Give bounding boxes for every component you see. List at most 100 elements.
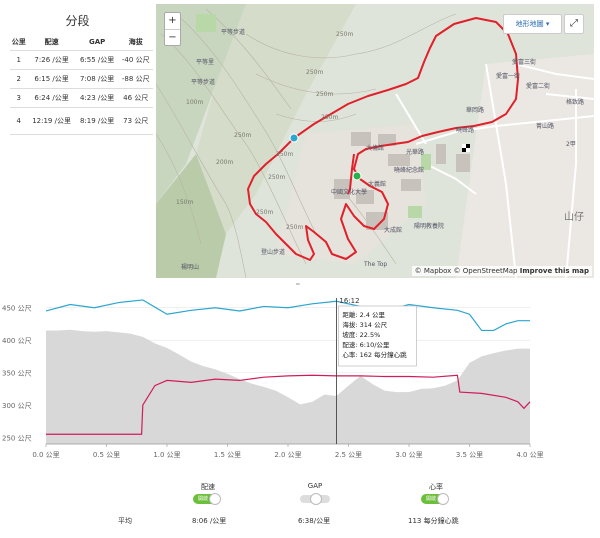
toggle-pace-label: 配速 (201, 483, 215, 491)
map-label: 曉峰紀念館 (394, 166, 424, 174)
map-label: 菁山路 (536, 122, 554, 130)
y-tick-label: 300 公尺 (2, 402, 32, 410)
split-km: 1 (10, 50, 28, 70)
heartrate-switch[interactable]: 開啟 (421, 493, 451, 505)
y-tick-label: 250 公尺 (2, 435, 32, 443)
x-tick-label: 1.0 公里 (153, 451, 180, 459)
split-gap: 4:23 /公里 (75, 88, 119, 108)
zoom-control: + − (164, 12, 181, 46)
fullscreen-icon[interactable]: ⤢ (564, 14, 584, 34)
map-label: 楊明山 (181, 263, 199, 271)
map-label: 光華路 (406, 148, 424, 156)
average-gap: 6:38/公里 (298, 517, 331, 525)
map-label: 大義館 (368, 180, 386, 188)
table-row: 2 6:15 /公里 7:08 /公里 -88 公尺 (10, 69, 153, 89)
split-elev: 73 公尺 (118, 107, 153, 135)
split-pace: 6:15 /公里 (27, 69, 76, 89)
pace-line (45, 299, 530, 332)
tooltip-grade: 坡度: 22.5% (342, 330, 380, 339)
map-canvas[interactable]: 250m 250m 250m 250m 250m 250m 250m 250m … (156, 4, 594, 278)
split-pace: 7:26 /公里 (27, 50, 76, 70)
col-header-km: 公里 (10, 34, 28, 51)
map-layer-dropdown[interactable]: 地形地圖 ▾ (503, 14, 562, 34)
average-pace: 8:06 /公里 (192, 517, 227, 525)
map-label: 250m (286, 224, 303, 231)
tooltip-elevation: 海拔: 314 公尺 (342, 320, 387, 329)
map-label: 愛富一街 (496, 72, 520, 80)
map-label: 2甲 (566, 141, 576, 148)
route-line (247, 17, 519, 261)
map-label: 150m (176, 199, 193, 206)
map-label: 250m (268, 174, 285, 181)
splits-table: 公里 配速 GAP 海拔 1 7:26 /公里 6:55 /公里 -40 公尺 … (10, 34, 153, 135)
col-header-elev: 海拔 (118, 34, 153, 51)
map-label: 大倫館 (366, 144, 384, 152)
zoom-in-button[interactable]: + (168, 15, 177, 26)
map-label: 平等里 (196, 58, 214, 66)
map-label: 陽明教養院 (414, 222, 444, 230)
split-km: 2 (10, 69, 28, 89)
y-tick-label: 350 公尺 (2, 370, 32, 378)
zoom-out-button[interactable]: − (165, 29, 180, 46)
split-pace: 12:19 /公里 (27, 107, 76, 135)
split-pace: 6:24 /公里 (27, 88, 76, 108)
toggle-gap: GAP (275, 482, 355, 506)
x-axis-ticks: 0.0 公里 0.5 公里 1.0 公里 1.5 公里 2.0 公里 2.5 公里 3.0 … (32, 443, 544, 459)
map-label: 250m (321, 114, 338, 121)
map-label: 平等步道 (221, 28, 245, 36)
route-map[interactable]: 250m 250m 250m 250m 250m 250m 250m 250m … (156, 4, 594, 278)
splits-panel: 分段 公里 配速 GAP 海拔 1 7:26 /公里 6:55 /公里 -40 … (0, 0, 155, 278)
map-label: 200m (216, 159, 233, 166)
y-tick-label: 400 公尺 (2, 337, 32, 345)
split-gap: 8:19 /公里 (75, 107, 119, 135)
split-km: 3 (10, 88, 28, 108)
y-axis-ticks: 450 公尺 400 公尺 350 公尺 300 公尺 250 公尺 (2, 305, 32, 443)
attribution-text: © Mapbox © OpenStreetMap (414, 267, 518, 275)
splits-header-row: 公里 配速 GAP 海拔 (10, 34, 153, 51)
toggle-heartrate-label: 心率 (429, 483, 443, 491)
map-label: 中國文化大學 (331, 188, 367, 196)
x-tick-label: 0.5 公里 (93, 451, 120, 459)
tooltip-distance: 距離: 2.4 公里 (342, 310, 385, 319)
table-row: 4 12:19 /公里 8:19 /公里 73 公尺 (10, 107, 153, 135)
map-label: 250m (336, 31, 353, 38)
elevation-area (46, 329, 530, 444)
improve-map-link[interactable]: Improve this map (519, 267, 589, 275)
toggle-pace: 配速 開啟 (168, 482, 248, 506)
average-label: 平均 (118, 517, 132, 525)
map-label: 大成館 (384, 226, 402, 234)
pace-switch[interactable]: 開啟 (193, 493, 223, 505)
map-label: 250m (306, 69, 323, 76)
x-tick-label: 2.5 公里 (335, 451, 362, 459)
toggle-gap-label: GAP (307, 482, 323, 490)
elevation-chart[interactable]: 450 公尺 400 公尺 350 公尺 300 公尺 250 公尺 0.0 公里 0.5… (0, 292, 560, 464)
y-tick-label: 450 公尺 (2, 305, 32, 313)
toggle-heartrate: 心率 開啟 (396, 482, 476, 506)
heart-rate-line (46, 374, 531, 435)
map-label: 曉峰路 (456, 126, 474, 134)
table-row: 1 7:26 /公里 6:55 /公里 -40 公尺 (10, 50, 153, 70)
map-label: 愛富二街 (526, 82, 550, 90)
split-gap: 6:55 /公里 (75, 50, 119, 70)
x-tick-label: 4.0 公里 (516, 451, 543, 459)
heartrate-switch-state: 開啟 (421, 494, 441, 504)
resize-handle-icon[interactable]: ═ (296, 281, 300, 288)
map-label: 山仔 (564, 211, 584, 223)
split-elev: -88 公尺 (118, 69, 153, 89)
x-tick-label: 0.0 公里 (32, 451, 59, 459)
splits-title: 分段 (65, 14, 90, 28)
split-elev: -40 公尺 (118, 50, 153, 70)
map-label: 平等步道 (191, 78, 215, 86)
x-tick-label: 3.5 公里 (456, 451, 483, 459)
table-row: 3 6:24 /公里 4:23 /公里 46 公尺 (10, 88, 153, 108)
gap-switch[interactable] (300, 493, 330, 505)
map-label: The Top (363, 261, 387, 268)
split-km: 4 (10, 107, 28, 135)
map-label: 華岡路 (466, 106, 484, 114)
current-position-marker (289, 133, 299, 143)
start-marker (352, 171, 362, 181)
map-label: 250m (234, 132, 251, 139)
split-gap: 7:08 /公里 (75, 69, 119, 89)
chart-tooltip: 16:12 距離: 2.4 公里 海拔: 314 公尺 坡度: 22.5% 配速… (338, 297, 417, 367)
tooltip-heartrate: 心率: 162 每分鐘心跳 (342, 350, 407, 359)
